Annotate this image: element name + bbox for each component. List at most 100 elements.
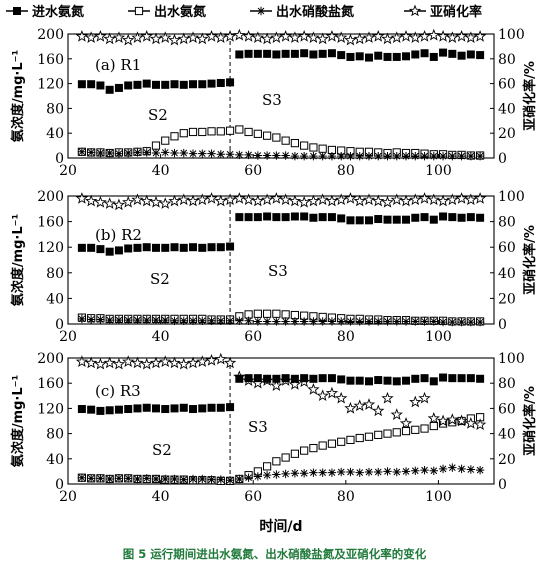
data-point-open-star bbox=[455, 192, 468, 204]
data-point-filled-square bbox=[439, 373, 448, 382]
data-point-asterisk bbox=[188, 474, 198, 484]
data-point-filled-square bbox=[105, 247, 114, 256]
data-point-open-star bbox=[270, 31, 283, 43]
data-point-asterisk bbox=[336, 317, 346, 326]
data-point-open-square bbox=[253, 129, 262, 138]
data-point-open-star bbox=[464, 417, 477, 429]
data-point-filled-square bbox=[244, 49, 253, 58]
data-point-open-star bbox=[455, 414, 468, 427]
y-left-tick-label: 160 bbox=[37, 376, 64, 392]
data-point-filled-square bbox=[244, 374, 253, 383]
data-point-filled-square bbox=[346, 376, 355, 385]
data-point-filled-square bbox=[142, 243, 151, 252]
phase-label-s3: S3 bbox=[268, 262, 288, 280]
y-left-tick-label: 80 bbox=[46, 427, 64, 443]
data-point-filled-square bbox=[309, 50, 318, 59]
data-point-open-star bbox=[94, 195, 107, 208]
data-point-filled-square bbox=[96, 406, 105, 415]
data-point-filled-square bbox=[383, 376, 392, 385]
data-point-asterisk bbox=[383, 467, 392, 476]
data-point-asterisk bbox=[123, 148, 133, 158]
panel-label: (a) R1 bbox=[95, 56, 141, 74]
data-point-asterisk bbox=[355, 468, 364, 477]
data-point-asterisk bbox=[336, 467, 346, 477]
legend: 进水氨氮 出水氨氮 出水硝酸盐氮 亚硝化率 bbox=[6, 4, 482, 20]
data-point-filled-square bbox=[383, 215, 392, 224]
data-point-asterisk bbox=[401, 467, 411, 476]
data-point-filled-square bbox=[198, 243, 207, 252]
data-point-filled-square bbox=[263, 49, 272, 58]
chart-panels: 20 40 60 80 10004080120160200020406080100氨浓度… bbox=[10, 27, 538, 505]
data-point-filled-square bbox=[253, 213, 262, 222]
data-point-filled-square bbox=[170, 404, 179, 413]
data-point-open-star bbox=[159, 197, 172, 209]
data-point-asterisk bbox=[364, 317, 374, 326]
data-point-asterisk bbox=[114, 149, 124, 158]
data-point-open-square bbox=[272, 133, 281, 142]
data-point-asterisk bbox=[105, 474, 114, 484]
data-point-open-square bbox=[429, 421, 438, 431]
data-point-filled-square bbox=[133, 80, 142, 89]
data-point-open-star bbox=[186, 31, 200, 43]
data-point-open-square bbox=[401, 426, 411, 436]
y-left-tick-label: 40 bbox=[46, 291, 64, 307]
data-point-open-star bbox=[390, 193, 403, 206]
y-right-tick-label: 0 bbox=[498, 317, 507, 333]
series-filled-square bbox=[77, 48, 485, 94]
data-point-asterisk bbox=[457, 317, 466, 327]
data-point-open-star bbox=[418, 391, 431, 404]
y-right-tick-label: 60 bbox=[498, 77, 516, 93]
panel-1: 20 40 60 80 10004080120160200020406080100氨浓度… bbox=[10, 27, 538, 179]
data-point-filled-square bbox=[77, 80, 86, 89]
phase-label-s3: S3 bbox=[248, 418, 268, 436]
series-open-square bbox=[77, 413, 485, 485]
data-point-open-star bbox=[85, 31, 98, 43]
data-point-filled-square bbox=[216, 243, 225, 252]
data-point-open-star bbox=[464, 193, 477, 206]
data-point-open-star bbox=[335, 391, 348, 404]
data-point-filled-square bbox=[290, 212, 299, 221]
data-point-asterisk bbox=[318, 317, 327, 326]
data-point-asterisk bbox=[77, 473, 87, 482]
y-left-tick-label: 200 bbox=[37, 27, 64, 43]
data-point-asterisk bbox=[272, 151, 281, 160]
data-point-open-star bbox=[316, 193, 329, 206]
data-point-filled-square bbox=[281, 213, 290, 222]
data-point-filled-square bbox=[318, 213, 327, 222]
data-point-open-star bbox=[335, 193, 348, 206]
data-point-open-star bbox=[446, 413, 459, 425]
data-point-open-star bbox=[214, 194, 227, 207]
data-point-filled-square bbox=[87, 405, 96, 414]
data-point-open-square bbox=[300, 446, 309, 455]
data-point-open-star bbox=[149, 195, 163, 208]
x-tick-label: 100 bbox=[425, 163, 452, 179]
data-point-asterisk bbox=[318, 468, 327, 477]
data-point-open-star bbox=[446, 193, 459, 206]
data-point-open-star bbox=[418, 192, 431, 204]
data-point-filled-square bbox=[466, 374, 475, 383]
y-left-tick-label: 160 bbox=[37, 215, 64, 231]
data-point-asterisk bbox=[123, 315, 133, 325]
data-point-open-square bbox=[327, 439, 337, 448]
data-point-open-star bbox=[177, 32, 190, 45]
data-point-asterisk bbox=[123, 474, 133, 483]
data-point-open-square bbox=[374, 430, 383, 439]
data-point-asterisk bbox=[346, 467, 355, 477]
x-tick-label: 60 bbox=[244, 489, 262, 505]
data-point-open-star bbox=[149, 32, 163, 45]
data-point-asterisk bbox=[346, 317, 355, 326]
data-point-filled-square bbox=[355, 52, 364, 61]
y-right-axis-label: 亚硝化率/% bbox=[522, 225, 538, 295]
data-point-filled-square bbox=[216, 403, 225, 412]
data-point-asterisk bbox=[235, 316, 244, 325]
data-point-filled-square bbox=[429, 377, 438, 386]
data-point-filled-square bbox=[429, 215, 438, 224]
data-point-asterisk bbox=[466, 465, 476, 474]
data-point-asterisk bbox=[179, 316, 188, 325]
data-point-filled-square bbox=[355, 216, 364, 225]
panel-label: (c) R3 bbox=[95, 382, 141, 400]
data-point-filled-square bbox=[364, 216, 373, 225]
y-right-tick-label: 0 bbox=[498, 151, 507, 167]
data-point-filled-square bbox=[420, 213, 429, 222]
data-point-asterisk bbox=[262, 151, 272, 160]
